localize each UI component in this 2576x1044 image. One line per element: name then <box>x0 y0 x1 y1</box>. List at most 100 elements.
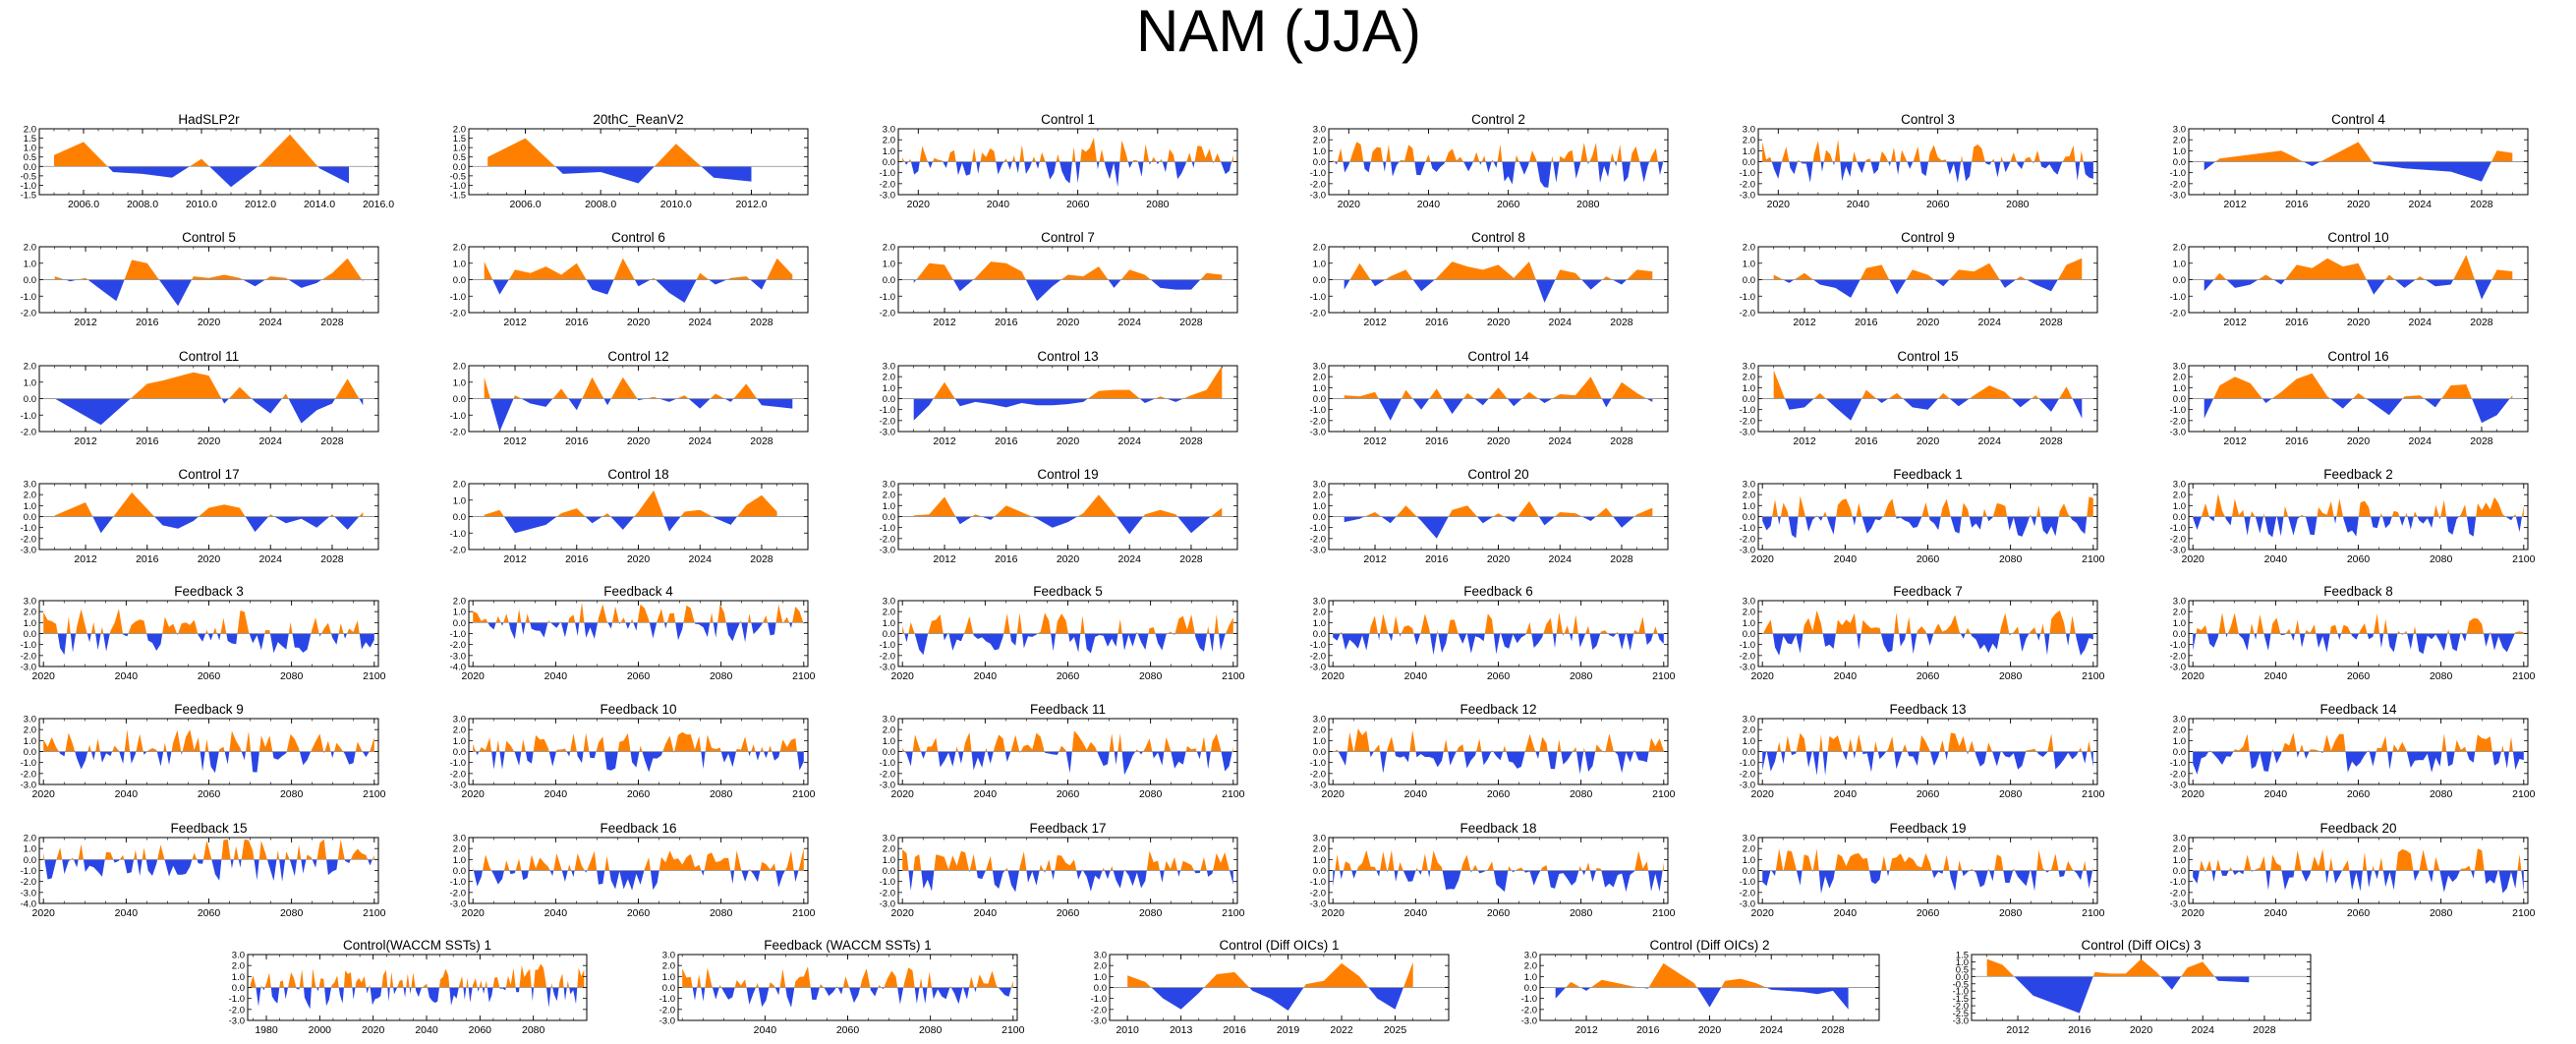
x-tick-label: 2020 <box>1917 317 1940 328</box>
positive-anomaly-area <box>2215 142 2513 162</box>
y-tick-label: 2.0 <box>883 491 895 501</box>
positive-anomaly-area <box>902 730 1233 752</box>
y-tick-label: 2.0 <box>453 480 466 491</box>
y-tick-label: 1.0 <box>883 618 895 629</box>
x-tick-label: 2016 <box>1425 435 1449 447</box>
x-tick-label: 2016 <box>136 435 159 447</box>
negative-anomaly-area <box>955 516 1211 535</box>
panel-control-7: Control 7 2.0 1.0 0.0 -1.0 -2.0 2012 2016 2020 20… <box>880 230 1238 328</box>
x-tick-label: 2100 <box>1002 1024 1025 1036</box>
x-tick-label: 2020 <box>1751 670 1775 682</box>
x-tick-label: 2100 <box>1222 907 1245 919</box>
y-tick-label: -1.0 <box>1521 994 1537 1005</box>
panel-20thc-reanv2: 20thC_ReanV2 2.01.51.00.50.0-0.5-1.0-1.5 2… <box>450 112 809 210</box>
positive-anomaly-area <box>1364 500 1653 517</box>
y-tick-label: 0.0 <box>883 866 895 877</box>
y-tick-label: -3.0 <box>880 663 895 673</box>
y-tick-label: -2.0 <box>1521 1005 1537 1015</box>
y-tick-label: 3.0 <box>1524 951 1537 961</box>
plot-frame <box>38 837 379 904</box>
x-tick-label: 2020 <box>32 788 56 800</box>
y-tick-label: 0.0 <box>1743 629 1755 640</box>
x-tick-label: 2080 <box>280 907 304 919</box>
y-tick-label: 0.0 <box>1313 512 1326 523</box>
y-tick-label: -1.0 <box>21 523 36 534</box>
y-tick-label: -3.0 <box>1310 899 1326 910</box>
y-tick-label: 3.0 <box>1313 125 1326 136</box>
panel-title: Feedback 13 <box>1889 702 1966 717</box>
panel-title: HadSLP2r <box>178 112 240 127</box>
y-tick-label: -2.0 <box>659 1005 675 1015</box>
y-tick-label: -2.0 <box>450 769 466 780</box>
negative-anomaly-area <box>1785 398 2083 421</box>
y-tick-label: 0.0 <box>1743 512 1755 523</box>
x-tick-label: 2100 <box>363 670 386 682</box>
x-tick-label: 2012.0 <box>735 199 767 210</box>
y-tick-label: -2.0 <box>21 651 36 662</box>
negative-anomaly-area <box>489 398 793 432</box>
y-tick-label: 2.0 <box>883 373 895 383</box>
x-tick-label: 2080 <box>919 1024 943 1036</box>
x-tick-label: 2020 <box>2182 788 2205 800</box>
y-tick-label: 0.0 <box>2173 747 2186 758</box>
x-tick-label: 2020 <box>32 907 56 919</box>
y-tick-label: 3.0 <box>883 125 895 136</box>
negative-anomaly-area <box>44 859 373 882</box>
y-tick-label: 1.0 <box>1743 501 1755 512</box>
y-tick-label: -1.0 <box>2170 877 2186 888</box>
x-tick-label: 2060 <box>2347 670 2371 682</box>
y-tick-label: -3.0 <box>1953 1016 1969 1027</box>
panel-title: Control 9 <box>1901 230 1955 245</box>
y-tick-label: 0.0 <box>24 394 36 405</box>
x-tick-label: 2080 <box>1139 670 1163 682</box>
negative-anomaly-area <box>913 398 1184 421</box>
y-tick-label: -1.0 <box>229 994 245 1005</box>
y-tick-label: 1.0 <box>1094 972 1107 983</box>
y-tick-label: 0.0 <box>883 512 895 523</box>
y-tick-label: 1.0 <box>883 146 895 157</box>
panel-control-15: Control 15 3.02.01.00.0-1.0-2.0-3.0 2012 20… <box>1740 349 2098 447</box>
y-tick-label: -1.0 <box>21 181 36 192</box>
panel-control-9: Control 9 2.0 1.0 0.0 -1.0 -2.0 2012 2016 2020 20… <box>1740 230 2098 328</box>
y-tick-label: -1.0 <box>450 758 466 769</box>
x-tick-label: 2024 <box>689 435 713 447</box>
panel-control-2: Control 2 3.02.01.00.0-1.0-2.0-3.0 2020 204… <box>1310 112 1669 210</box>
x-tick-label: 2006.0 <box>68 199 99 210</box>
y-tick-label: 1.0 <box>24 618 36 629</box>
y-tick-label: 0.5 <box>453 152 466 163</box>
y-tick-label: 2.0 <box>883 243 895 254</box>
positive-anomaly-area <box>473 602 804 623</box>
panel-control-diff-oics-1: Control (Diff OICs) 1 3.02.01.00.0-1.0-2.… <box>1091 938 1450 1036</box>
x-tick-label: 2028 <box>750 553 773 565</box>
positive-anomaly-area <box>43 609 360 634</box>
panel-title: Feedback 1 <box>1893 467 1963 482</box>
y-tick-label: -1.0 <box>2170 758 2186 769</box>
y-tick-label: -1.0 <box>21 640 36 651</box>
x-tick-label: 2028 <box>2253 1024 2276 1036</box>
x-tick-label: 2020 <box>907 199 931 210</box>
y-tick-label: -1.0 <box>1740 640 1755 651</box>
panel-title: Control 1 <box>1041 112 1095 127</box>
y-tick-label: -2.0 <box>1310 769 1326 780</box>
y-tick-label: 0.0 <box>883 157 895 168</box>
x-tick-label: 2080 <box>1139 788 1163 800</box>
y-tick-label: 1.0 <box>453 144 466 154</box>
x-tick-label: 2016 <box>2285 199 2309 210</box>
y-tick-label: 0.0 <box>1094 983 1107 994</box>
y-tick-label: -1.0 <box>21 758 36 769</box>
x-tick-label: 2060 <box>2347 553 2371 565</box>
negative-anomaly-area <box>57 633 374 656</box>
panel-control-1: Control 1 3.02.01.00.0-1.0-2.0-3.0 2020 204… <box>880 112 1238 210</box>
y-tick-label: 1.0 <box>1743 736 1755 747</box>
y-tick-label: 0.0 <box>24 855 36 866</box>
y-tick-label: -1.0 <box>450 529 466 540</box>
x-tick-label: 2100 <box>363 907 386 919</box>
x-tick-label: 2020 <box>2130 1024 2153 1036</box>
positive-anomaly-area <box>2208 732 2513 752</box>
y-tick-label: 1.0 <box>1743 383 1755 394</box>
y-tick-label: -1.5 <box>450 191 466 202</box>
panel-title: Control 5 <box>182 230 236 245</box>
